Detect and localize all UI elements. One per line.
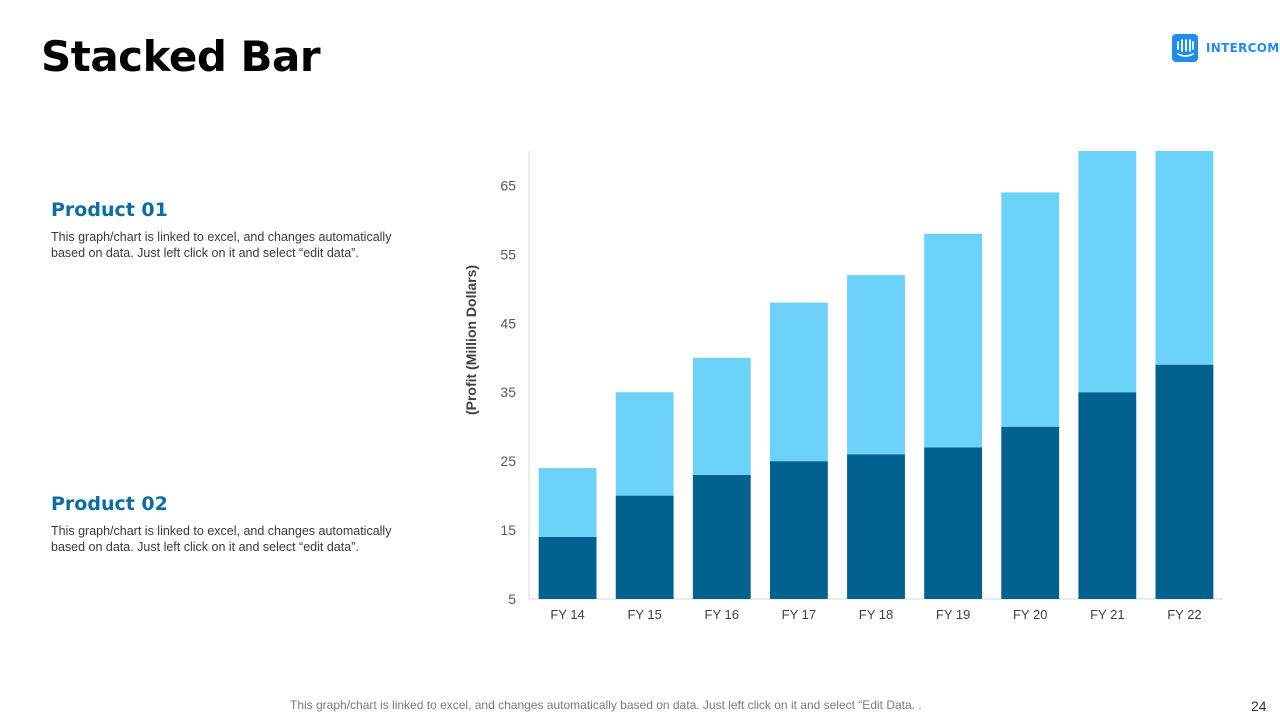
- page-number: 24: [1251, 698, 1267, 714]
- y-axis-title: (Profit (Million Dollars): [463, 265, 479, 415]
- x-tick-label: FY 19: [936, 607, 970, 622]
- bar-fy-17-series-2: [769, 302, 828, 462]
- x-tick-label: FY 22: [1167, 607, 1201, 622]
- bar-fy-17-series-1: [769, 461, 828, 599]
- bar-fy-21-series-2: [1078, 151, 1137, 393]
- x-tick-label: FY 14: [550, 607, 584, 622]
- x-tick-label: FY 21: [1090, 607, 1124, 622]
- bar-fy-16-series-1: [692, 474, 751, 599]
- y-tick-label: 5: [508, 591, 516, 607]
- bar-fy-14-series-1: [538, 536, 597, 599]
- y-tick-label: 15: [500, 522, 516, 538]
- bar-fy-19-series-2: [924, 233, 983, 448]
- bar-fy-18-series-2: [847, 275, 905, 455]
- bar-fy-22-series-2: [1155, 151, 1214, 365]
- bar-fy-15-series-2: [615, 392, 674, 496]
- logo-text: INTERCOM: [1206, 41, 1280, 55]
- x-tick-label: FY 16: [705, 607, 739, 622]
- product-02-description: This graph/chart is linked to excel, and…: [51, 524, 392, 554]
- y-tick-label: 65: [500, 177, 516, 193]
- product-01-description: This graph/chart is linked to excel, and…: [51, 230, 392, 260]
- x-tick-label: FY 15: [627, 607, 661, 622]
- footer-note: This graph/chart is linked to excel, and…: [290, 698, 922, 712]
- bar-fy-16-series-2: [692, 357, 751, 475]
- product-02-title: Product 02: [51, 493, 168, 515]
- product-02-block: Product 02 This graph/chart is linked to…: [51, 493, 421, 555]
- y-tick-label: 25: [500, 453, 516, 469]
- bar-fy-14-series-2: [538, 468, 597, 537]
- bar-fy-22-series-1: [1155, 364, 1214, 599]
- y-tick-label: 45: [500, 315, 516, 331]
- bar-fy-19-series-1: [924, 447, 983, 599]
- product-01-title: Product 01: [51, 199, 168, 221]
- bar-fy-15-series-1: [615, 495, 674, 599]
- y-tick-label: 55: [500, 246, 516, 262]
- bar-fy-18-series-1: [847, 454, 905, 599]
- x-tick-label: FY 20: [1013, 607, 1047, 622]
- slide-title: Stacked Bar: [41, 32, 321, 81]
- x-tick-label: FY 18: [859, 607, 893, 622]
- x-tick-label: FY 17: [782, 607, 816, 622]
- intercom-logo-icon: [1172, 34, 1198, 62]
- bar-fy-20-series-1: [1001, 426, 1060, 599]
- intercom-logo: INTERCOM: [1172, 34, 1279, 62]
- bar-fy-21-series-1: [1078, 392, 1137, 599]
- bar-fy-20-series-2: [1001, 192, 1060, 427]
- product-01-block: Product 01 This graph/chart is linked to…: [51, 199, 421, 261]
- y-tick-label: 35: [500, 384, 516, 400]
